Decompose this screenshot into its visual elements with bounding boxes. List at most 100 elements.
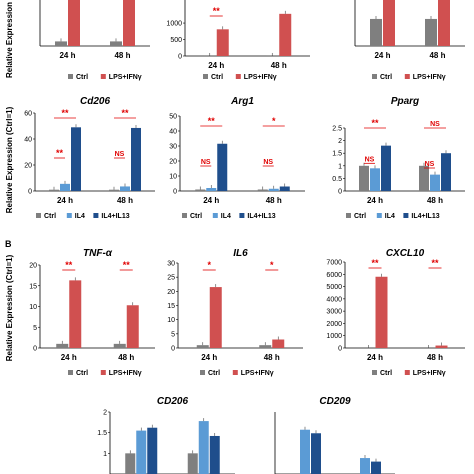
y-tick-label: 50 xyxy=(169,114,177,121)
y-tick-label: 4000 xyxy=(326,296,342,303)
legend-entry: Ctrl xyxy=(190,213,202,220)
legend-swatch xyxy=(182,213,187,218)
chart-6: 0 5 10 15 20 TNF-α 24 h 48 h ** ** xyxy=(29,248,155,362)
bar xyxy=(206,188,217,191)
legend: Ctrl LPS+IFNγ xyxy=(203,74,277,81)
significance-label: ** xyxy=(123,260,131,270)
y-tick-label: 0 xyxy=(338,346,342,353)
y-tick-label: 0 xyxy=(173,189,177,196)
legend-swatch xyxy=(68,74,73,79)
y-tick-label: 1.5 xyxy=(332,151,342,158)
x-tick-label: 48 h xyxy=(118,353,134,362)
y-tick-label: 20 xyxy=(24,163,32,170)
y-tick-label: 10 xyxy=(167,317,175,324)
bar xyxy=(279,13,292,57)
significance-label: ** xyxy=(431,258,439,268)
legend-swatch xyxy=(404,370,410,375)
bar xyxy=(56,343,69,348)
y-tick-label: 2 xyxy=(338,138,342,145)
bar xyxy=(147,427,158,474)
x-tick-label: 48 h xyxy=(429,51,445,60)
legend-swatch xyxy=(100,74,106,79)
legend-entry: IL4+IL13 xyxy=(411,213,439,220)
x-tick-label: 24 h xyxy=(61,353,77,362)
y-tick-label: 5000 xyxy=(326,284,342,291)
bar xyxy=(216,29,229,56)
y-tick-label: 0 xyxy=(28,189,32,196)
legend-entry: LPS+IFNγ xyxy=(241,370,274,377)
bar xyxy=(71,127,81,191)
y-tick-label: 1000 xyxy=(166,21,182,28)
y-tick-label: 500 xyxy=(170,37,182,44)
chart-title: Pparg xyxy=(391,96,419,107)
legend-entry: Ctrl xyxy=(380,74,392,81)
legend-entry: LPS+IFNγ xyxy=(109,370,142,377)
bar xyxy=(109,189,119,191)
legend-swatch xyxy=(212,213,218,218)
legend-swatch xyxy=(404,74,410,79)
legend-swatch xyxy=(239,213,245,218)
bar xyxy=(49,189,59,191)
bar xyxy=(55,41,67,46)
legend: Ctrl LPS+IFNγ xyxy=(372,370,446,377)
y-tick-label: 1000 xyxy=(326,333,342,340)
y-tick-label: 25 xyxy=(167,275,175,282)
x-tick-label: 24 h xyxy=(208,61,224,70)
y-tick-label: 5 xyxy=(171,331,175,338)
legend-entry: IL4 xyxy=(221,213,231,220)
legend-swatch xyxy=(372,370,377,375)
y-tick-label: 20 xyxy=(29,263,37,270)
x-tick-label: 48 h xyxy=(114,51,130,60)
bar xyxy=(196,345,209,348)
bar xyxy=(195,189,206,191)
bar xyxy=(209,435,220,474)
y-tick-label: 5 xyxy=(33,325,37,332)
bar xyxy=(430,174,440,191)
bar xyxy=(359,165,369,191)
panel-label-b: B xyxy=(5,239,12,249)
chart-title: TNF-α xyxy=(83,248,113,259)
bar xyxy=(125,453,136,474)
x-tick-label: 24 h xyxy=(367,353,383,362)
y-tick-label: 1 xyxy=(338,163,342,170)
bar xyxy=(69,280,82,348)
bar xyxy=(68,0,80,46)
y-axis-label-middle: Relative Expression (Ctrl=1) xyxy=(5,106,14,213)
figure-chrome: B Relative Expression Relative Expressio… xyxy=(5,2,14,361)
y-tick-label: 1.5 xyxy=(97,430,107,437)
significance-label: * xyxy=(272,116,276,126)
legend-entry: LPS+IFNγ xyxy=(413,74,446,81)
legend-entry: Ctrl xyxy=(44,213,56,220)
legend-entry: IL4 xyxy=(75,213,85,220)
legend: Ctrl IL4 IL4+IL13 xyxy=(182,213,276,220)
y-tick-label: 30 xyxy=(167,261,175,268)
bar xyxy=(381,145,391,191)
bar xyxy=(136,430,147,474)
bar xyxy=(257,189,268,191)
chart-1: 0 500 1000 24 h 48 h ** xyxy=(166,0,310,70)
legend-entry: Ctrl xyxy=(76,370,88,377)
chart-title: Cd206 xyxy=(80,96,110,107)
legend-swatch xyxy=(403,213,409,218)
legend: Ctrl LPS+IFNγ xyxy=(68,74,142,81)
legend-swatch xyxy=(203,74,208,79)
legend-swatch xyxy=(66,213,72,218)
bar xyxy=(187,453,198,474)
legend-entry: Ctrl xyxy=(76,74,88,81)
y-tick-label: 20 xyxy=(167,289,175,296)
significance-label: ** xyxy=(65,260,73,270)
legend-swatch xyxy=(376,213,382,218)
legend-swatch xyxy=(93,213,99,218)
legend-entry: Ctrl xyxy=(354,213,366,220)
chart-10: CD20924 h48 h xyxy=(274,396,395,474)
chart-4: 0 10 20 30 40 50 Arg1 24 h 48 h ** NS * NS xyxy=(169,96,305,205)
x-tick-label: 48 h xyxy=(266,196,282,205)
significance-label: * xyxy=(207,260,211,270)
x-tick-label: 48 h xyxy=(427,353,443,362)
bar xyxy=(259,345,272,348)
bar xyxy=(441,153,451,191)
chart-title: CXCL10 xyxy=(386,248,425,259)
significance-label: ** xyxy=(208,116,216,126)
